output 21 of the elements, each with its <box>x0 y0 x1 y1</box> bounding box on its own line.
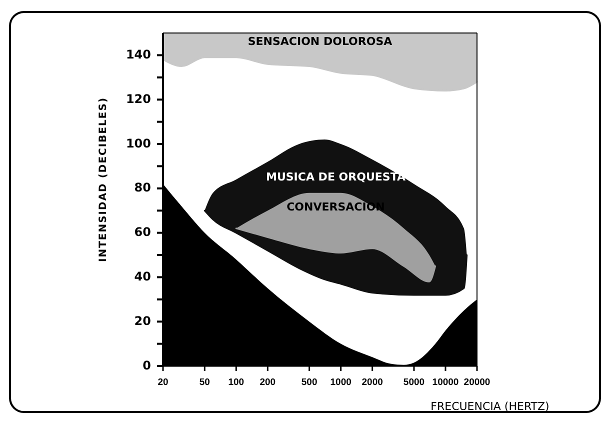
x-axis-title: FRECUENCIA (HERTZ) <box>430 400 550 413</box>
y-tick-label: 120 <box>126 92 151 106</box>
y-tick-label: 100 <box>126 136 151 150</box>
y-tick-label: 80 <box>134 180 151 195</box>
y-axis-title: INTENSIDAD (DECIBELES) <box>98 96 109 262</box>
x-tick-label: 2000 <box>362 377 383 388</box>
x-tick-label: 5000 <box>403 377 425 388</box>
y-tick-label: 140 <box>126 47 151 62</box>
x-tick-label: 200 <box>260 377 276 388</box>
x-tick-label: 500 <box>301 377 318 388</box>
x-tick-label: 10000 <box>432 377 459 388</box>
x-tick-label: 20 <box>158 377 168 388</box>
x-tick-label: 100 <box>228 377 244 388</box>
y-tick-label: 0 <box>142 358 151 372</box>
y-tick-label: 20 <box>134 314 151 328</box>
series-label: SENSACION DOLOROSA <box>248 34 393 48</box>
x-tick-label: 50 <box>199 377 210 388</box>
y-tick-label: 40 <box>134 269 151 284</box>
x-tick-label: 20000 <box>464 377 490 388</box>
y-tick-label: 60 <box>134 225 151 240</box>
x-tick-label: 1000 <box>330 377 352 388</box>
